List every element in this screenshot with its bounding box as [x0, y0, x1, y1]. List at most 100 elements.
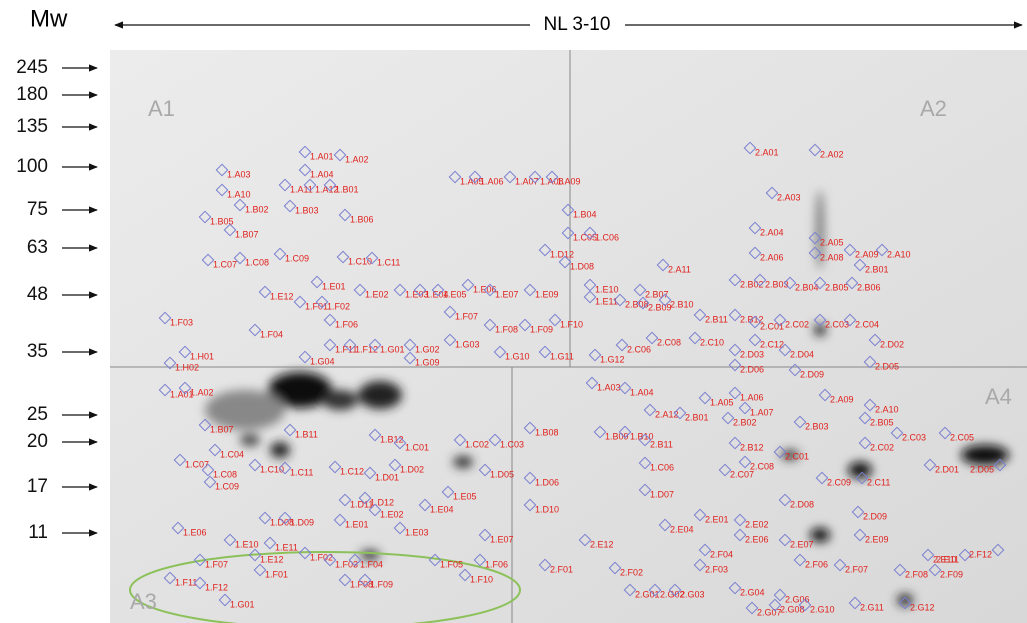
spot-label: 1.D06: [535, 477, 559, 487]
mw-label: 75: [27, 199, 48, 220]
spot-label: 1.B03: [295, 205, 319, 215]
spot-label: 2.E02: [745, 519, 769, 529]
spot-label: 2.B08: [625, 299, 649, 309]
gel: [110, 50, 1027, 623]
spot-label: 1.E07: [490, 534, 514, 544]
spot-label: 1.F02: [310, 552, 333, 562]
spot-label: 1.F06: [335, 319, 358, 329]
spot-label: 1.E10: [595, 284, 619, 294]
spot-label: 1.F10: [560, 319, 583, 329]
spot-label: 1.A04: [630, 387, 654, 397]
spot-label: 1.F01: [265, 569, 288, 579]
spot-label: 1.G03: [455, 339, 480, 349]
spot-label: 2.F12: [969, 549, 992, 559]
spot-label: 2.B05: [825, 282, 849, 292]
spot-label: 1.C04: [220, 449, 244, 459]
spot-label: 1.B07: [210, 424, 234, 434]
mw-label: 17: [27, 476, 48, 497]
spot-label: 1.E04: [430, 504, 454, 514]
spot-label: 2.G06: [785, 594, 810, 604]
spot-label: 1.F11: [335, 344, 357, 354]
spot-label: 2.C01: [785, 451, 809, 461]
spot-label: 2.B06: [857, 282, 881, 292]
spot-label: 2.F03: [705, 564, 728, 574]
spot-label: 1.F12: [205, 582, 228, 592]
spot-label: 1.E02: [380, 509, 404, 519]
spot-label: 1.A06: [740, 392, 764, 402]
spot-label: 1.D01: [375, 472, 399, 482]
spot-label: 2.F06: [805, 559, 828, 569]
spot-label: 2.B02: [740, 279, 764, 289]
spot-label: 1.E11: [275, 542, 298, 552]
spot-label: 1.E10: [235, 539, 259, 549]
spot-label: 1.F08: [495, 324, 518, 334]
spot-label: 2.F02: [620, 567, 643, 577]
spot-label: 1.G09: [415, 357, 440, 367]
quadrant-label: A2: [920, 96, 947, 121]
spot-label: 2.B05: [870, 417, 894, 427]
spot-label: 2.B03: [805, 421, 829, 431]
spot-label: 1.A02: [345, 154, 369, 164]
quadrant-label: A1: [148, 96, 175, 121]
mw-label: 25: [27, 404, 48, 425]
spot-label: 1.B11: [295, 429, 318, 439]
spot-label: 2.C02: [785, 319, 809, 329]
spot-label: 2.A12: [655, 409, 679, 419]
spot-label: 1.E01: [345, 519, 369, 529]
spot-label: 1.C10: [348, 256, 372, 266]
spot-label: 1.B01: [335, 184, 359, 194]
spot-label: 2.F04: [710, 549, 733, 559]
ph-range: NL 3-10: [544, 14, 611, 35]
spot-label: 1.F09: [530, 324, 553, 334]
spot-label: 1.E09: [535, 289, 559, 299]
spot-label: 1.F06: [485, 559, 508, 569]
spot-label: 2.A06: [760, 252, 784, 262]
spot-label: 2.B01: [865, 264, 889, 274]
quadrant-label: A4: [985, 384, 1012, 409]
mw-title: Mw: [30, 5, 68, 32]
spot-label: 1.E12: [260, 554, 284, 564]
spot-label: 2.D01: [935, 464, 959, 474]
spot-label: 2.G11: [860, 602, 884, 612]
spot-label: 2.D04: [790, 349, 814, 359]
spot-label: 1.E12: [270, 291, 294, 301]
spot-label: 2.C08: [657, 337, 681, 347]
spot-label: 2.E06: [745, 534, 769, 544]
spot-label: 2.D02: [880, 339, 904, 349]
spot-label: 1.F04: [260, 329, 283, 339]
spot-label: 1.G11: [550, 351, 574, 361]
spot-label: 2.G03: [680, 589, 705, 599]
spot-label: 1.E06: [183, 527, 207, 537]
spot-label: 2.D09: [863, 511, 887, 521]
spot-label: 1.G01: [380, 344, 405, 354]
spot-label: 2.A08: [820, 252, 844, 262]
spot-label: 2.A01: [755, 147, 779, 157]
spot-label: 2.D09: [800, 369, 824, 379]
quadrant-label: A3: [130, 589, 157, 614]
mw-label: 245: [16, 57, 48, 78]
page: {"header": {"mw_title": "Mw", "ph_range"…: [0, 0, 1027, 623]
spot-label: 2.G04: [740, 587, 765, 597]
spot-label: 2.C04: [855, 319, 879, 329]
spot-label: 2.B03: [765, 279, 789, 289]
spot-label: 1.A06: [480, 176, 504, 186]
spot-label: 2.D05: [970, 464, 994, 474]
spot-label: 1.F02: [327, 301, 350, 311]
spot-label: 1.B02: [245, 204, 269, 214]
spot-label: 2.B09: [648, 302, 672, 312]
spot-label: 2.C08: [750, 461, 774, 471]
spot-label: 2.F09: [940, 569, 963, 579]
spot-label: 2.B11: [650, 439, 673, 449]
spot-label: 2.F01: [550, 564, 573, 574]
spot-label: 1.D02: [400, 464, 424, 474]
spot-label: 1.C12: [340, 466, 364, 476]
spot-label: 2.G07: [757, 607, 782, 617]
spot-label: 2.A03: [777, 192, 801, 202]
spot-label: 1.C09: [285, 253, 309, 263]
spot-label: 1.A05: [710, 397, 734, 407]
spot-label: 1.F03: [335, 559, 358, 569]
spot-label: 2.A02: [820, 149, 844, 159]
spot-label: 1.C08: [245, 257, 269, 267]
spot-label: 1.F04: [360, 559, 383, 569]
spot-label: 1.A07: [750, 407, 774, 417]
